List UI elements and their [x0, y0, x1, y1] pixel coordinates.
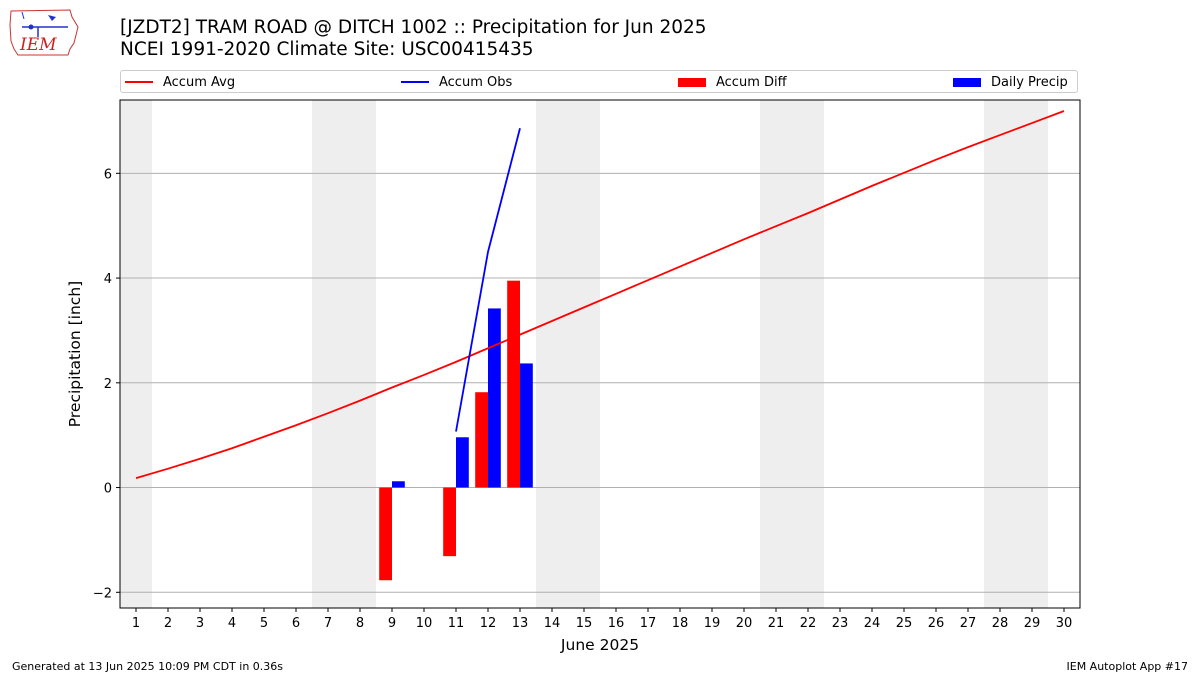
x-tick-label-27: 27 [960, 616, 977, 631]
weekend-shade-7 [312, 100, 344, 608]
legend-item-accum-avg: Accum Avg [125, 74, 235, 90]
y-tick-label--2: −2 [93, 586, 112, 601]
x-axis-label: June 2025 [560, 636, 639, 654]
x-tick-label-7: 7 [324, 616, 332, 631]
x-tick-label-10: 10 [416, 616, 433, 631]
bar-daily-precip-9 [392, 481, 405, 488]
legend: Accum Avg Accum Obs Accum Diff Daily Pre… [120, 70, 1078, 93]
bar-daily-precip-13 [520, 363, 533, 488]
legend-label-daily-precip: Daily Precip [991, 74, 1068, 90]
legend-item-daily-precip: Daily Precip [953, 74, 1068, 90]
legend-swatch-accum-obs [401, 81, 429, 83]
iem-logo: IEM [8, 5, 80, 59]
x-tick-label-5: 5 [260, 616, 268, 631]
bar-accum-diff-11 [443, 487, 456, 557]
x-tick-label-12: 12 [480, 616, 497, 631]
x-tick-label-2: 2 [164, 616, 172, 631]
x-tick-label-29: 29 [1024, 616, 1041, 631]
chart-subtitle: NCEI 1991-2020 Climate Site: USC00415435 [120, 39, 534, 60]
logo-text: IEM [19, 35, 57, 55]
legend-label-accum-avg: Accum Avg [163, 74, 236, 90]
bar-accum-diff-9 [379, 487, 392, 581]
x-tick-label-21: 21 [768, 616, 785, 631]
weekend-shade-8 [344, 100, 376, 608]
x-tick-label-9: 9 [388, 616, 396, 631]
x-tick-label-11: 11 [448, 616, 465, 631]
x-tick-label-16: 16 [608, 616, 625, 631]
legend-label-accum-diff: Accum Diff [716, 74, 787, 90]
legend-swatch-accum-diff [678, 77, 706, 87]
line-accum-obs [455, 128, 521, 432]
x-tick-label-30: 30 [1056, 616, 1073, 631]
x-tick-label-15: 15 [576, 616, 593, 631]
x-tick-label-4: 4 [228, 616, 236, 631]
x-tick-label-25: 25 [896, 616, 913, 631]
x-tick-label-14: 14 [544, 616, 561, 631]
weekend-shade-28 [984, 100, 1016, 608]
footer-generated: Generated at 13 Jun 2025 10:09 PM CDT in… [12, 660, 284, 673]
line-accum-avg [135, 110, 1065, 479]
legend-item-accum-obs: Accum Obs [401, 74, 512, 90]
y-tick-label-0: 0 [104, 482, 112, 497]
y-tick-label-6: 6 [104, 167, 112, 182]
x-tick-label-19: 19 [704, 616, 721, 631]
x-tick-label-18: 18 [672, 616, 689, 631]
y-axis-label: Precipitation [inch] [66, 281, 84, 427]
plot-frame [119, 99, 1081, 609]
bar-accum-diff-12 [475, 392, 488, 488]
x-tick-label-17: 17 [640, 616, 657, 631]
weekend-shade-15 [568, 100, 600, 608]
x-tick-label-22: 22 [800, 616, 817, 631]
legend-item-accum-diff: Accum Diff [678, 74, 787, 90]
legend-label-accum-obs: Accum Obs [439, 74, 513, 90]
x-tick-label-3: 3 [196, 616, 204, 631]
weekend-shade-14 [536, 100, 568, 608]
x-tick-label-1: 1 [132, 616, 140, 631]
weekend-shade-22 [792, 100, 824, 608]
weekend-shade-1 [120, 100, 152, 608]
x-tick-label-23: 23 [832, 616, 849, 631]
y-tick-label-4: 4 [104, 272, 112, 287]
bar-daily-precip-12 [488, 308, 501, 488]
x-tick-label-6: 6 [292, 616, 300, 631]
y-tick-label-2: 2 [104, 377, 112, 392]
legend-swatch-accum-avg [125, 81, 153, 83]
chart-title: [JZDT2] TRAM ROAD @ DITCH 1002 :: Precip… [120, 17, 707, 38]
x-tick-label-26: 26 [928, 616, 945, 631]
legend-swatch-daily-precip [953, 77, 981, 87]
footer-app: IEM Autoplot App #17 [1066, 660, 1189, 673]
x-tick-label-8: 8 [356, 616, 364, 631]
x-tick-label-28: 28 [992, 616, 1009, 631]
weekend-shade-21 [760, 100, 792, 608]
x-tick-label-20: 20 [736, 616, 753, 631]
x-tick-label-13: 13 [512, 616, 529, 631]
x-tick-label-24: 24 [864, 616, 881, 631]
weekend-shade-29 [1016, 100, 1048, 608]
bar-accum-diff-13 [507, 280, 520, 488]
bar-daily-precip-11 [456, 437, 469, 488]
